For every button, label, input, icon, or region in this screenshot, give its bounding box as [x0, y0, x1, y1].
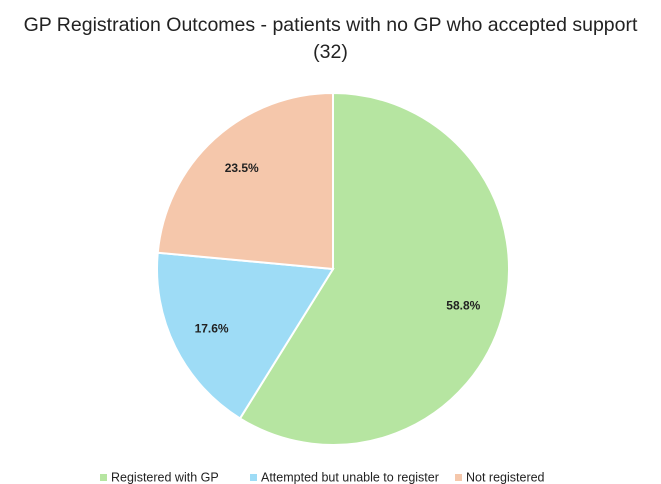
legend-label: Registered with GP	[111, 470, 219, 484]
legend-swatch	[455, 474, 462, 481]
legend-swatch	[100, 474, 107, 481]
legend-label: Attempted but unable to register	[261, 470, 439, 484]
legend-swatch	[250, 474, 257, 481]
chart-title: GP Registration Outcomes - patients with…	[23, 14, 638, 63]
data-label: 17.6%	[195, 321, 229, 335]
data-label: 58.8%	[446, 298, 480, 312]
pie-slice	[156, 251, 335, 420]
pie-slice	[156, 91, 334, 271]
pie-slice	[238, 91, 510, 446]
data-label: 23.5%	[225, 161, 259, 175]
legend-label: Not registered	[466, 470, 545, 484]
